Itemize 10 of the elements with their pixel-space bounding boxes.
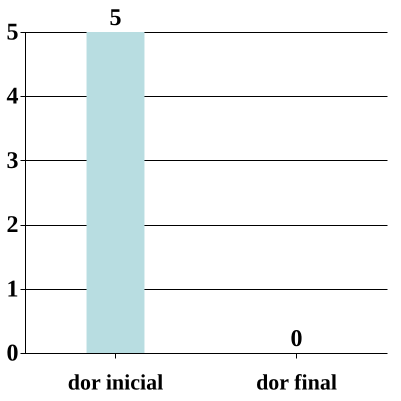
x-tick-label: dor final xyxy=(256,370,337,394)
y-tick-label: 3 xyxy=(6,148,18,174)
data-label: 5 xyxy=(110,5,122,31)
data-label: 0 xyxy=(290,326,302,352)
x-tick-label: dor inicial xyxy=(68,370,164,394)
y-tick-label: 5 xyxy=(6,20,18,46)
y-tick-label: 1 xyxy=(6,276,18,302)
y-tick-label: 2 xyxy=(6,212,18,238)
y-tick-label: 0 xyxy=(6,340,18,366)
y-tick-label: 4 xyxy=(6,84,18,110)
